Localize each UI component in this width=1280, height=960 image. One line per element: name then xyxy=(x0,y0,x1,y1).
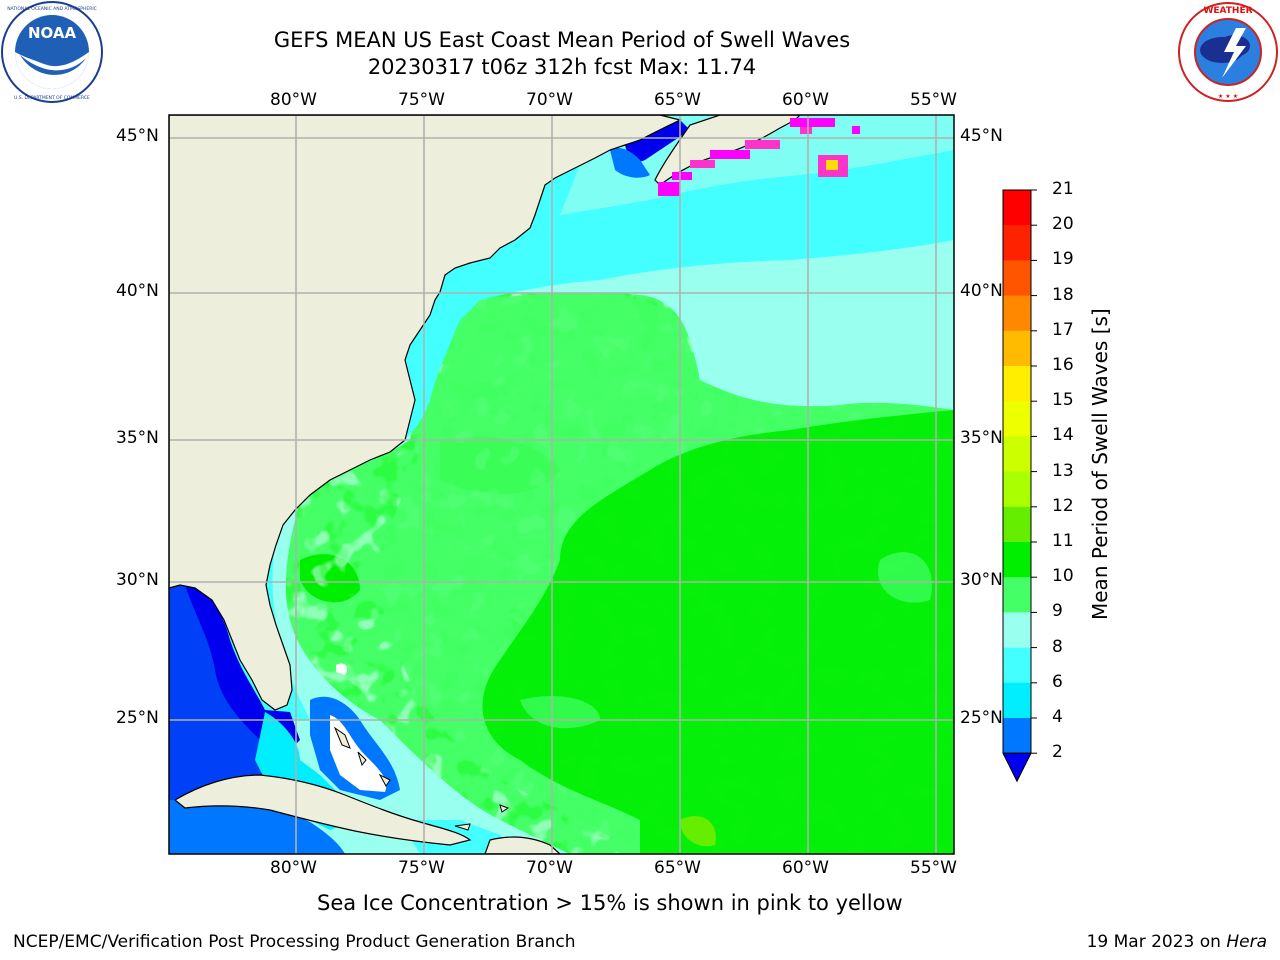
lat-label-right: 40°N xyxy=(960,281,1003,301)
land-hispaniola xyxy=(484,836,561,854)
colorbar-bin xyxy=(1003,295,1031,332)
colorbar-tick-label: 17 xyxy=(1052,319,1074,340)
colorbar-extend-arrow xyxy=(1002,752,1032,783)
colorbar-tick-label: 14 xyxy=(1052,425,1074,446)
lon-label-bottom: 60°W xyxy=(782,858,829,878)
ocean-11-12s-patch xyxy=(680,816,716,847)
colorbar-bin xyxy=(1003,612,1031,649)
land-bahamas xyxy=(333,726,510,831)
colorbar-tick-label: 10 xyxy=(1052,566,1074,587)
colorbar-bin xyxy=(1003,260,1031,297)
lon-label-bottom: 65°W xyxy=(654,858,701,878)
lon-label-top: 60°W xyxy=(782,90,829,110)
ocean-2-4s-gulf xyxy=(169,585,280,812)
svg-text:NOAA: NOAA xyxy=(28,24,77,42)
lat-label-right: 30°N xyxy=(960,570,1003,590)
colorbar-tick-label: 9 xyxy=(1052,601,1063,622)
lat-label-left: 40°N xyxy=(116,281,159,301)
footer-credit: NCEP/EMC/Verification Post Processing Pr… xyxy=(13,932,576,952)
ocean-9-10s-patch xyxy=(878,552,932,603)
colorbar-tick-label: 6 xyxy=(1052,671,1063,692)
footer-host: Hera xyxy=(1226,932,1267,952)
colorbar-tick-label: 20 xyxy=(1052,214,1074,235)
footer-date: 19 Mar 2023 on Hera xyxy=(1087,932,1267,952)
svg-text:NATIONAL OCEANIC AND ATMOSPHER: NATIONAL OCEANIC AND ATMOSPHERIC xyxy=(7,6,97,12)
map-plot-area xyxy=(169,115,954,854)
svg-text:U.S. DEPARTMENT OF COMMERCE: U.S. DEPARTMENT OF COMMERCE xyxy=(14,95,90,101)
colorbar-bin xyxy=(1003,577,1031,613)
colorbar-tick-label: 12 xyxy=(1052,495,1074,516)
colorbar-tick-label: 15 xyxy=(1052,390,1074,411)
colorbar xyxy=(1002,189,1037,783)
svg-text:WEATHER: WEATHER xyxy=(1203,6,1252,16)
lon-label-bottom: 70°W xyxy=(526,858,573,878)
sea-ice-cells xyxy=(658,118,860,196)
ocean-2-4s-caribbean xyxy=(169,800,345,854)
graticule xyxy=(169,115,954,854)
colorbar-bin xyxy=(1003,436,1031,473)
colorbar-tick-label: 8 xyxy=(1052,636,1063,657)
colorbar-bin xyxy=(1003,330,1031,367)
bahamas-banks-north xyxy=(336,663,347,675)
lon-label-top: 55°W xyxy=(910,90,957,110)
colorbar-bin xyxy=(1003,366,1031,402)
svg-text:★ ★ ★: ★ ★ ★ xyxy=(1218,93,1238,100)
lon-label-top: 80°W xyxy=(270,90,317,110)
map-title: GEFS MEAN US East Coast Mean Period of S… xyxy=(273,28,851,52)
noaa-logo: NOAA NATIONAL OCEANIC AND ATMOSPHERIC U.… xyxy=(1,1,103,103)
colorbar-label: Mean Period of Swell Waves [s] xyxy=(1088,308,1112,620)
colorbar-tick-label: 19 xyxy=(1052,249,1074,270)
colorbar-tick-label: 4 xyxy=(1052,707,1063,727)
colorbar-tick-label: 21 xyxy=(1052,179,1074,199)
colorbar-tick-label: 11 xyxy=(1052,531,1074,551)
colorbar-tick-label: 13 xyxy=(1052,460,1074,481)
land-cuba xyxy=(173,774,472,846)
nws-logo: WEATHER ★ ★ ★ xyxy=(1178,2,1278,102)
lat-label-right: 45°N xyxy=(960,126,1003,146)
lon-label-top: 65°W xyxy=(654,90,701,110)
lat-label-left: 25°N xyxy=(116,708,159,728)
colorbar-bin xyxy=(1003,647,1031,684)
lon-label-bottom: 80°W xyxy=(270,858,317,878)
colorbar-tick-label: 18 xyxy=(1052,284,1074,305)
sea-ice-caption: Sea Ice Concentration > 15% is shown in … xyxy=(317,891,903,915)
ocean-2-4s-gulf-of-maine xyxy=(610,148,650,178)
colorbar-bin xyxy=(1003,682,1031,719)
colorbar-bin xyxy=(1003,190,1031,226)
footer-date-text: 19 Mar 2023 on xyxy=(1086,932,1227,952)
map-frame xyxy=(168,114,955,855)
lon-label-bottom: 75°W xyxy=(398,858,445,878)
lon-label-bottom: 55°W xyxy=(910,858,957,878)
colorbar-bin xyxy=(1003,718,1031,754)
colorbar-bin xyxy=(1003,225,1031,261)
colorbar-bin xyxy=(1003,506,1031,543)
lon-label-top: 75°W xyxy=(398,90,445,110)
ocean-10-11s-overlay xyxy=(482,410,954,854)
lat-label-right: 35°N xyxy=(960,428,1003,448)
colorbar-tick-label: 16 xyxy=(1052,355,1074,375)
lat-label-right: 25°N xyxy=(960,708,1003,728)
lon-label-top: 70°W xyxy=(526,90,573,110)
lat-label-left: 30°N xyxy=(116,570,159,590)
map-subtitle: 20230317 t06z 312h fcst Max: 11.74 xyxy=(367,55,757,79)
lat-label-left: 35°N xyxy=(116,428,159,448)
colorbar-bin xyxy=(1003,401,1031,437)
colorbar-tick-label: 2 xyxy=(1052,742,1063,763)
colorbar-bin xyxy=(1003,471,1031,508)
colorbar-bin xyxy=(1003,542,1031,578)
lat-label-left: 45°N xyxy=(116,126,159,146)
ocean-lt2s-fundy xyxy=(625,120,690,162)
